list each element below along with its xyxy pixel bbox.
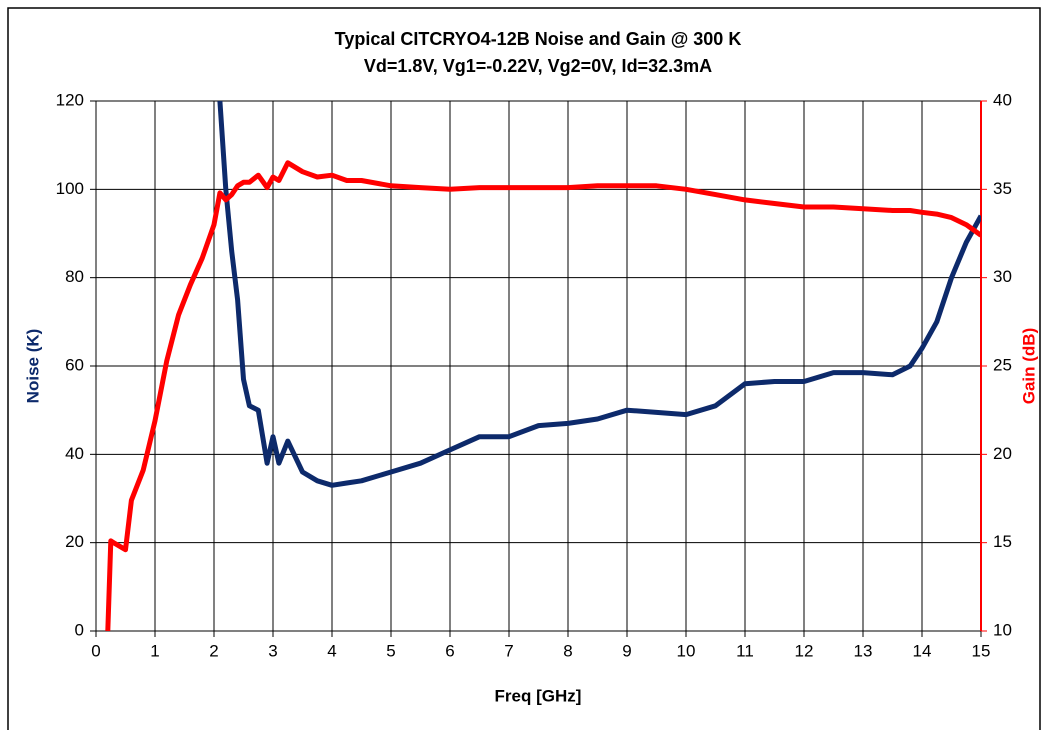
x-tick-label: 4 xyxy=(327,641,336,660)
x-tick-label: 5 xyxy=(386,641,395,660)
x-tick-label: 9 xyxy=(622,641,631,660)
y2-tick-label: 35 xyxy=(993,179,1012,198)
x-tick-label: 2 xyxy=(209,641,218,660)
y-tick-label: 40 xyxy=(65,444,84,463)
y2-tick-label: 30 xyxy=(993,267,1012,286)
y-axis-label: Noise (K) xyxy=(23,329,42,404)
chart-title: Typical CITCRYO4-12B Noise and Gain @ 30… xyxy=(335,29,742,49)
y2-tick-label: 15 xyxy=(993,532,1012,551)
x-tick-label: 15 xyxy=(972,641,991,660)
x-tick-label: 11 xyxy=(736,641,754,660)
x-tick-label: 10 xyxy=(677,641,696,660)
y2-tick-label: 10 xyxy=(993,620,1012,639)
y-tick-label: 60 xyxy=(65,355,84,374)
data-line xyxy=(217,101,981,488)
x-tick-label: 3 xyxy=(268,641,277,660)
x-tick-label: 1 xyxy=(150,641,159,660)
y2-tick-label: 20 xyxy=(993,444,1012,463)
y-tick-label: 0 xyxy=(75,620,84,639)
chart-border xyxy=(7,7,1041,730)
y2-tick-label: 40 xyxy=(993,90,1012,109)
chart-subtitle: Vd=1.8V, Vg1=-0.22V, Vg2=0V, Id=32.3mA xyxy=(364,56,712,76)
y2-tick-label: 25 xyxy=(993,355,1012,374)
x-tick-label: 12 xyxy=(795,641,814,660)
x-tick-label: 0 xyxy=(91,641,100,660)
y-tick-label: 100 xyxy=(56,179,84,198)
x-tick-label: 7 xyxy=(504,641,513,660)
y-tick-label: 80 xyxy=(65,267,84,286)
data-line xyxy=(105,160,981,631)
x-tick-label: 6 xyxy=(445,641,454,660)
x-tick-label: 13 xyxy=(854,641,873,660)
y2-axis-label: Gain (dB) xyxy=(1019,328,1038,405)
y-tick-label: 20 xyxy=(65,532,84,551)
x-tick-label: 14 xyxy=(913,641,932,660)
y-tick-label: 120 xyxy=(56,90,84,109)
x-axis-label: Freq [GHz] xyxy=(495,686,582,705)
x-tick-label: 8 xyxy=(563,641,572,660)
